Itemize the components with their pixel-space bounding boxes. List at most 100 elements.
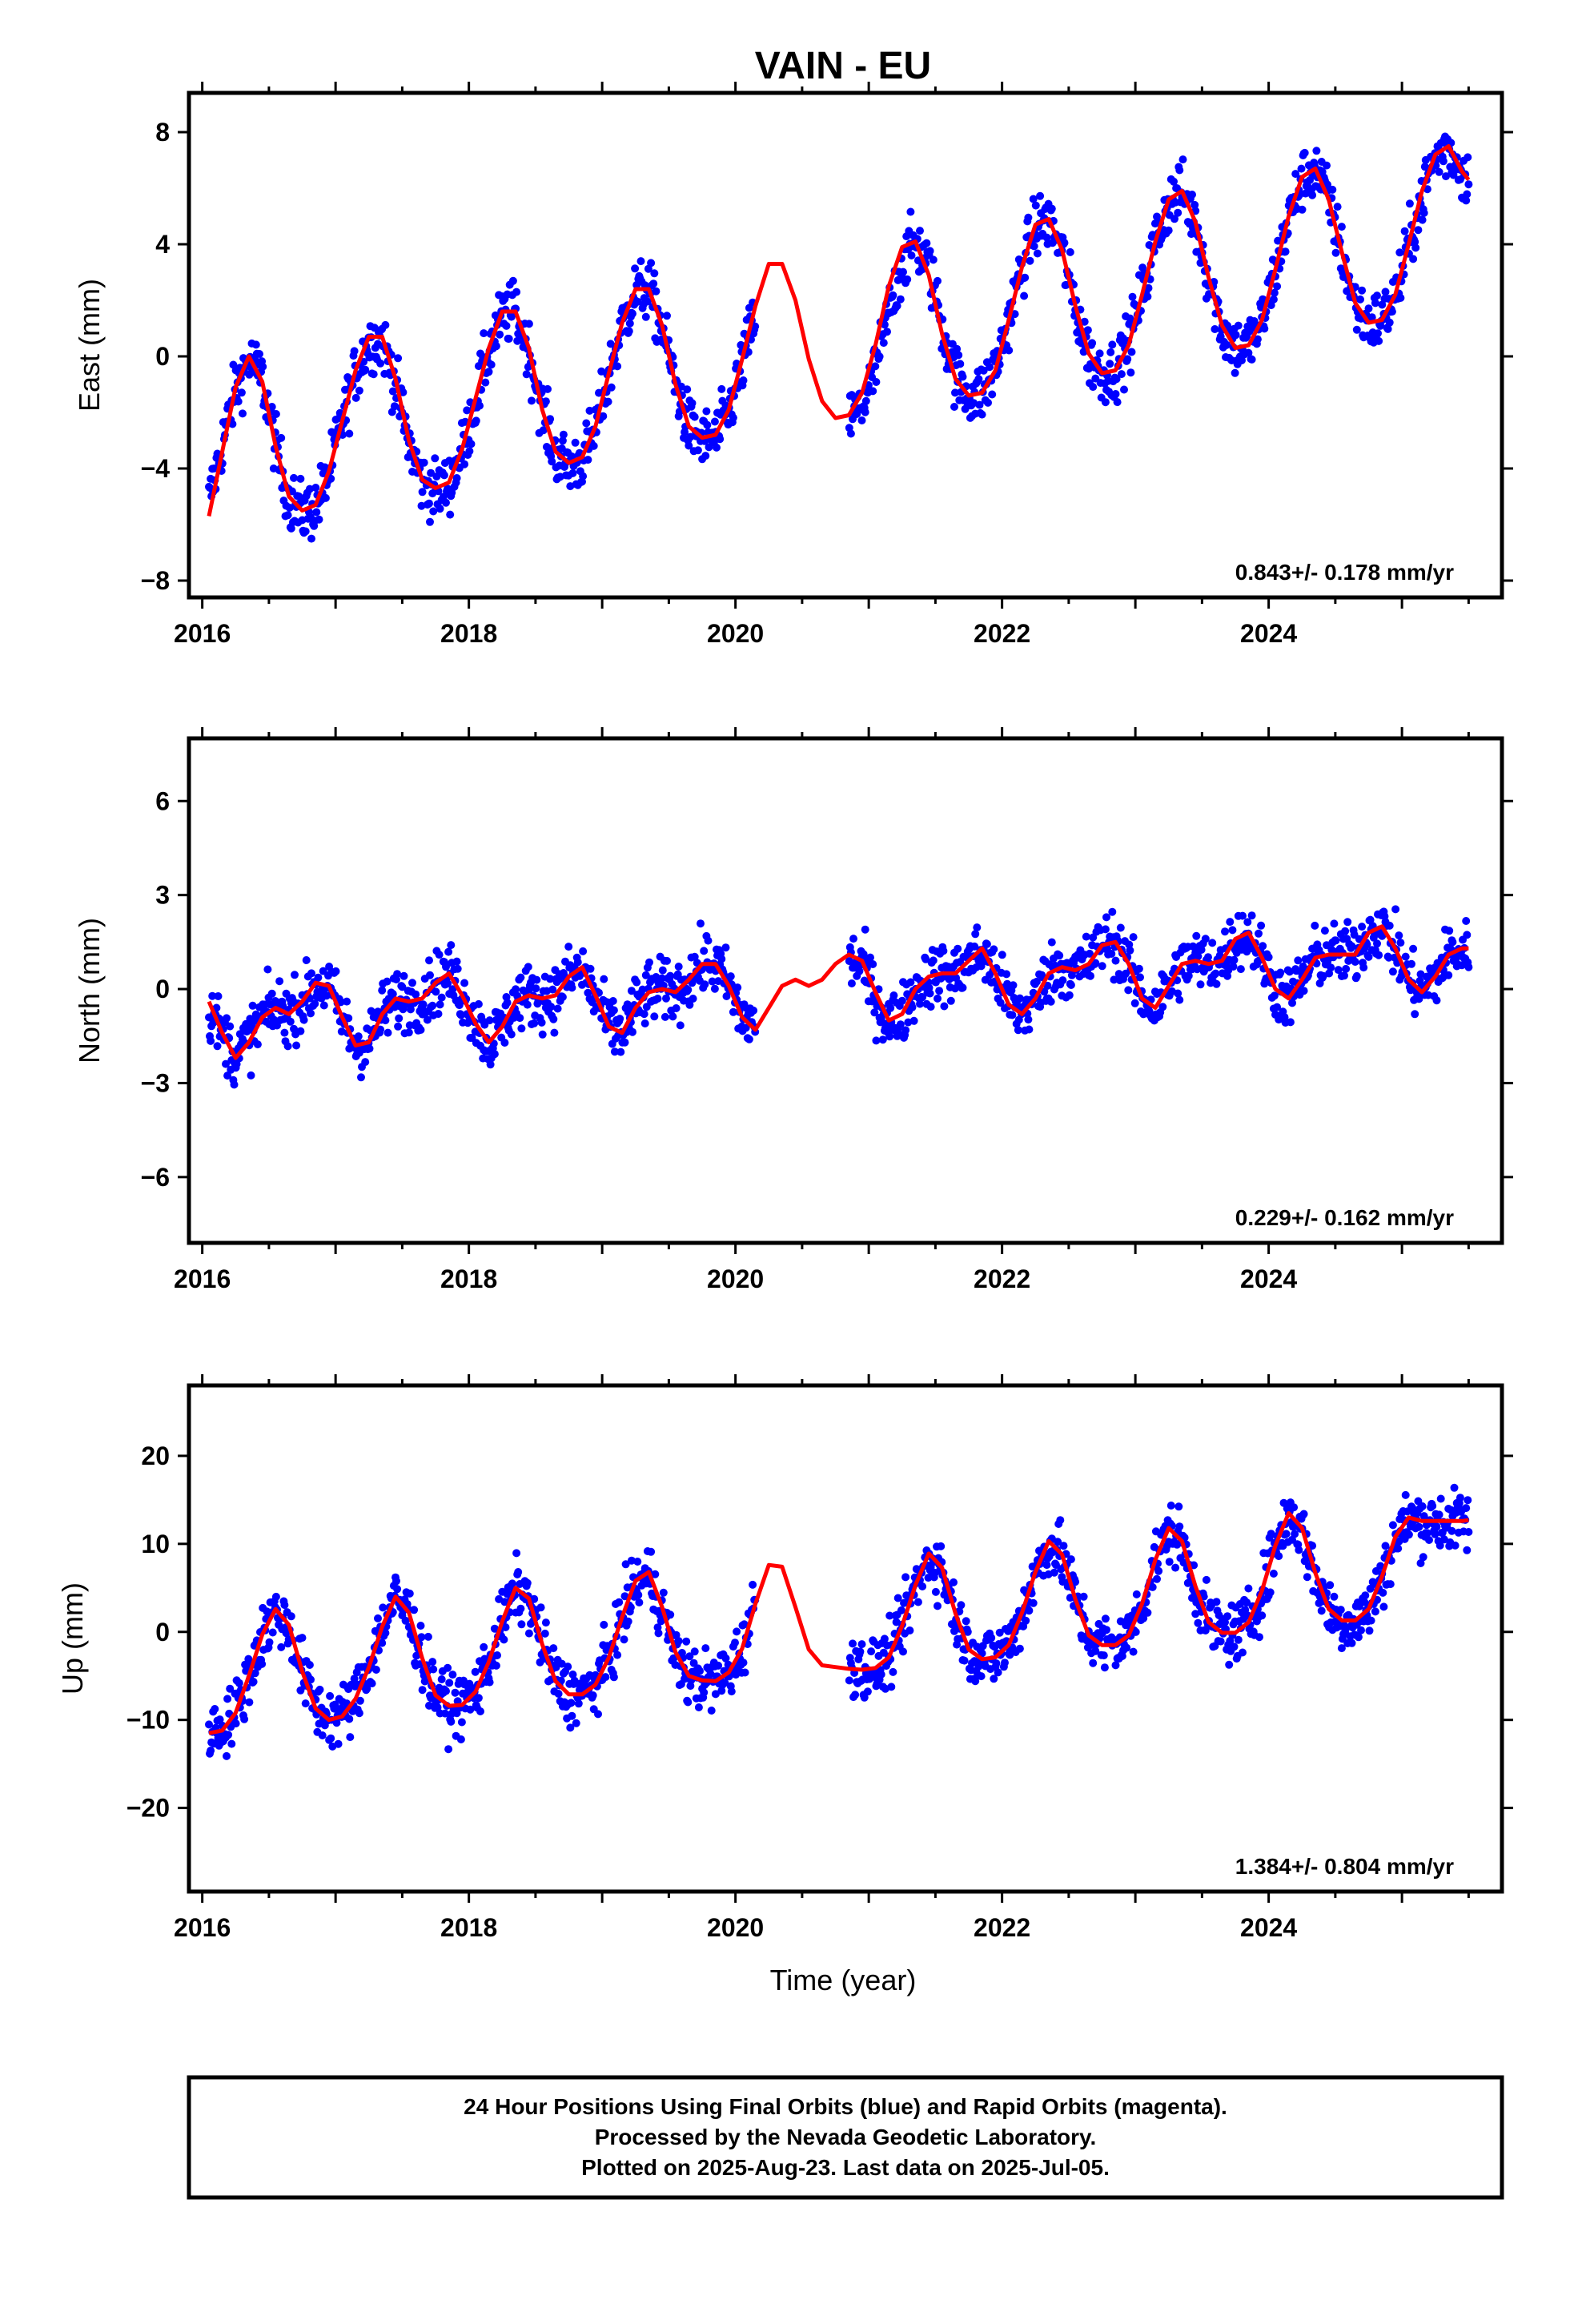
data-point — [1117, 370, 1126, 379]
data-point — [1333, 203, 1342, 211]
data-point — [1464, 963, 1473, 971]
data-point — [549, 1015, 558, 1023]
data-point — [1116, 923, 1125, 932]
data-point — [1409, 944, 1418, 953]
data-point — [1101, 925, 1110, 934]
data-point — [1364, 304, 1373, 313]
data-point — [1312, 147, 1321, 155]
data-point — [1435, 1510, 1443, 1519]
data-point — [223, 1751, 231, 1760]
data-point — [1129, 1647, 1138, 1656]
data-point — [899, 267, 907, 276]
data-point — [1255, 1633, 1263, 1642]
data-point — [1269, 1570, 1278, 1578]
data-point — [1323, 161, 1331, 170]
y-tick-label: 6 — [155, 786, 170, 815]
data-point — [901, 1573, 910, 1582]
data-point — [640, 1019, 649, 1027]
data-point — [493, 1651, 501, 1659]
data-point — [953, 344, 962, 353]
data-point — [609, 1673, 618, 1682]
data-point — [546, 975, 555, 983]
data-point — [615, 1598, 624, 1606]
data-point — [406, 1005, 415, 1014]
data-point — [950, 403, 958, 411]
data-point — [1021, 273, 1030, 282]
data-point — [627, 1556, 636, 1565]
data-point — [564, 1663, 572, 1671]
data-point — [705, 443, 713, 452]
data-point — [363, 1684, 371, 1693]
data-point — [299, 1015, 308, 1024]
data-point — [210, 464, 219, 472]
data-point — [1378, 300, 1387, 309]
data-point — [652, 287, 661, 296]
data-point — [595, 388, 603, 397]
data-point — [287, 1612, 295, 1621]
data-point — [425, 499, 433, 508]
data-point — [924, 1574, 933, 1582]
data-point — [1107, 950, 1116, 958]
data-point — [935, 987, 944, 995]
data-point — [332, 1719, 341, 1727]
data-point — [1379, 1602, 1388, 1611]
data-point — [978, 410, 986, 419]
data-point — [1071, 1578, 1080, 1586]
data-point — [869, 387, 877, 396]
data-point — [1170, 177, 1178, 186]
data-point — [224, 1731, 233, 1739]
data-point — [301, 1699, 310, 1708]
data-point — [1409, 255, 1418, 263]
data-point — [1381, 287, 1390, 296]
data-point — [931, 1587, 940, 1596]
data-point — [412, 1651, 421, 1660]
data-point — [962, 1617, 970, 1626]
y-tick-label: −8 — [141, 566, 170, 595]
data-point — [721, 1654, 730, 1663]
data-point — [749, 1580, 757, 1589]
data-point — [1439, 1535, 1448, 1544]
data-point — [1359, 963, 1368, 972]
data-point — [1342, 964, 1351, 973]
data-point — [625, 319, 634, 328]
data-point — [857, 416, 866, 424]
data-point — [1050, 1568, 1058, 1577]
data-point — [1194, 1618, 1203, 1627]
data-point — [1175, 166, 1184, 175]
data-point — [1243, 918, 1252, 927]
data-point — [1343, 918, 1352, 927]
x-tick-label: 2018 — [440, 1265, 497, 1293]
data-point — [889, 291, 897, 300]
data-point — [1082, 932, 1090, 941]
data-point — [1298, 205, 1307, 214]
data-point — [1009, 981, 1018, 990]
data-point — [1300, 148, 1309, 157]
data-point — [1462, 196, 1471, 205]
data-point — [620, 1592, 629, 1601]
data-point — [731, 1638, 739, 1647]
data-point — [703, 420, 712, 429]
data-point — [855, 967, 864, 975]
data-point — [496, 330, 504, 339]
data-point — [616, 1047, 625, 1056]
y-axis-label: East (mm) — [73, 279, 106, 412]
data-point — [1334, 966, 1343, 975]
x-tick-label: 2024 — [1240, 619, 1297, 648]
data-point — [267, 403, 276, 411]
data-point — [1066, 247, 1074, 256]
data-point — [572, 1719, 580, 1727]
data-point — [574, 1699, 583, 1708]
data-point — [1462, 917, 1471, 925]
data-point — [1340, 971, 1348, 980]
data-point — [1337, 223, 1346, 231]
x-tick-label: 2020 — [707, 1913, 764, 1942]
data-point — [647, 1547, 656, 1556]
data-point — [1295, 1546, 1303, 1554]
data-point — [516, 1604, 525, 1613]
data-point — [1138, 263, 1147, 272]
data-point — [899, 1647, 907, 1656]
data-point — [1002, 970, 1011, 979]
data-point — [971, 1677, 980, 1686]
data-point — [1394, 1544, 1403, 1553]
data-point — [227, 1739, 236, 1748]
